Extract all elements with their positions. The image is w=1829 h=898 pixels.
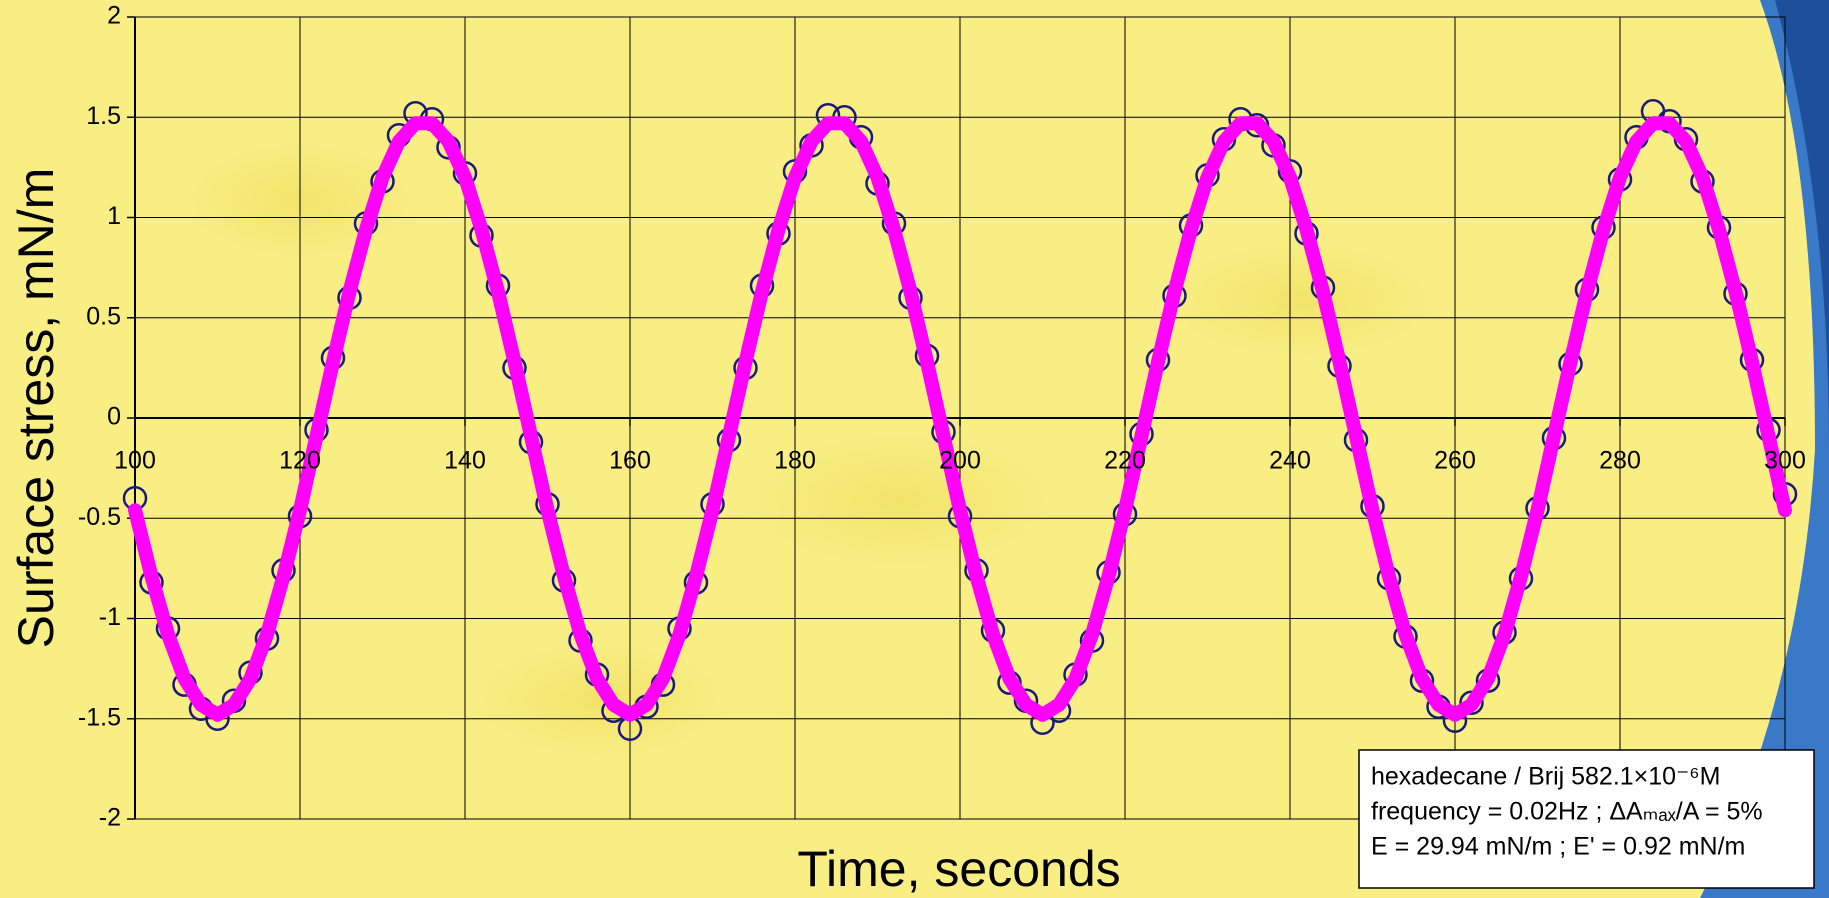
annotation-box bbox=[1358, 749, 1815, 889]
y-axis-title: Surface stress, mN/m bbox=[8, 168, 64, 649]
y-tick-label: 1.5 bbox=[86, 102, 121, 130]
y-tick-label: -1 bbox=[99, 603, 121, 631]
background-water bbox=[1700, 0, 1829, 898]
x-tick-label: 180 bbox=[774, 447, 816, 475]
x-tick-label: 120 bbox=[279, 447, 321, 475]
y-tick-label: -1.5 bbox=[78, 703, 121, 731]
x-tick-label: 240 bbox=[1269, 447, 1311, 475]
grid bbox=[127, 16, 1786, 820]
y-tick-label: -0.5 bbox=[78, 503, 121, 531]
labels: -2 -1.5 -1 -0.5 0 0.5 1 1.5 2 100 120 140 160 180 200 2… bbox=[78, 2, 1806, 832]
x-tick-label: 100 bbox=[114, 447, 156, 475]
annotation: frequency = 0.02Hz ; ΔAₘₐₓ/A = 5% bbox=[1371, 798, 1763, 826]
y-tick-label: 2 bbox=[107, 2, 121, 30]
y-tick-label: -2 bbox=[99, 804, 121, 832]
x-tick-label: 140 bbox=[444, 447, 486, 475]
x-axis-title: Time, seconds bbox=[797, 841, 1120, 897]
y-tick-label: 0.5 bbox=[86, 302, 121, 330]
y-tick-label: 0 bbox=[107, 403, 121, 431]
x-tick-label: 260 bbox=[1434, 447, 1476, 475]
x-tick-label: 200 bbox=[939, 447, 981, 475]
annotation: E = 29.94 mN/m ; E' = 0.92 mN/m bbox=[1371, 833, 1745, 861]
x-tick-label: 280 bbox=[1599, 447, 1641, 475]
annotation: hexadecane / Brij 582.1×10⁻⁶M bbox=[1371, 763, 1720, 791]
fit-line bbox=[128, 116, 1792, 722]
x-tick-label: 160 bbox=[609, 447, 651, 475]
x-tick-label: 300 bbox=[1764, 447, 1806, 475]
x-tick-label: 220 bbox=[1104, 447, 1146, 475]
y-tick-label: 1 bbox=[107, 202, 121, 230]
plot bbox=[122, 98, 1798, 742]
background-water-dark bbox=[1775, 0, 1829, 450]
